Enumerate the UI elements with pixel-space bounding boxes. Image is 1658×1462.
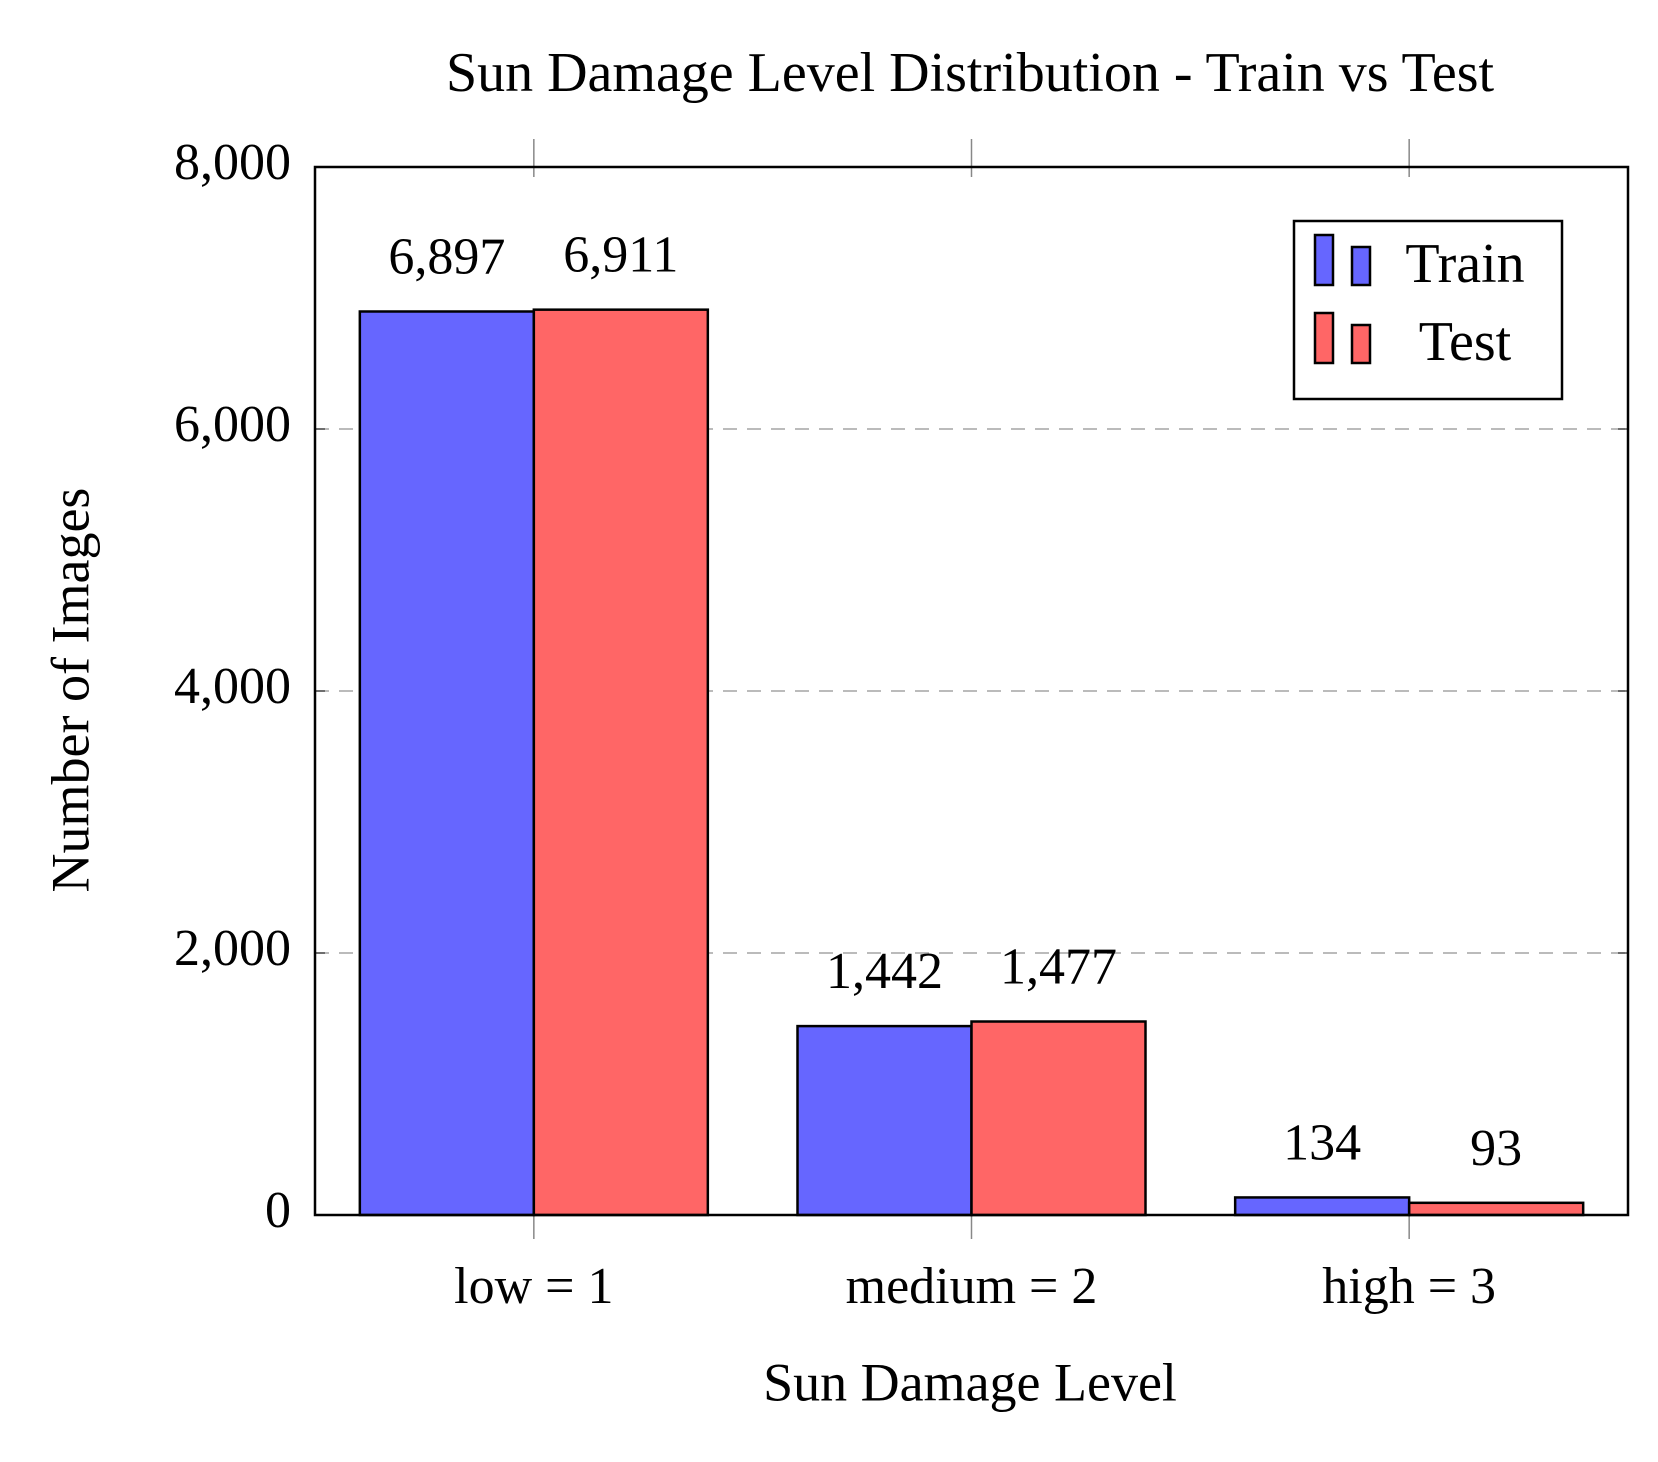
legend-label: Train (1405, 233, 1524, 295)
legend-box (1292, 219, 1564, 401)
y-tick-label: 8,000 (174, 134, 291, 191)
bar (1407, 1201, 1585, 1217)
bar (1233, 1196, 1411, 1217)
x-axis-label: Sun Damage Level (763, 1352, 1177, 1412)
legend-swatch (1313, 233, 1335, 287)
bar (358, 310, 536, 1217)
value-label: 6,911 (563, 227, 678, 284)
plot-frame (313, 165, 1630, 1217)
value-label: 93 (1470, 1120, 1522, 1177)
bar (532, 308, 710, 1217)
y-axis-label: Number of Images (40, 488, 100, 893)
legend-swatch (1350, 323, 1372, 365)
value-label: 1,442 (826, 943, 943, 1000)
legend-swatch (1350, 245, 1372, 287)
y-tick-label: 6,000 (174, 396, 291, 453)
y-tick-label: 2,000 (174, 920, 291, 977)
x-tick-label: medium = 2 (846, 1258, 1098, 1315)
x-tick-label: low = 1 (454, 1258, 613, 1315)
y-tick-label: 4,000 (174, 658, 291, 715)
bar (796, 1024, 973, 1217)
value-label: 6,897 (388, 228, 505, 285)
y-tick-label: 0 (265, 1182, 291, 1239)
value-label: 1,477 (1000, 938, 1117, 995)
value-label: 134 (1283, 1114, 1361, 1171)
legend-label: Test (1419, 311, 1512, 373)
bar (970, 1020, 1147, 1217)
x-tick-label: high = 3 (1322, 1258, 1496, 1315)
chart-title: Sun Damage Level Distribution - Train vs… (446, 42, 1495, 104)
legend-swatch (1313, 311, 1335, 365)
